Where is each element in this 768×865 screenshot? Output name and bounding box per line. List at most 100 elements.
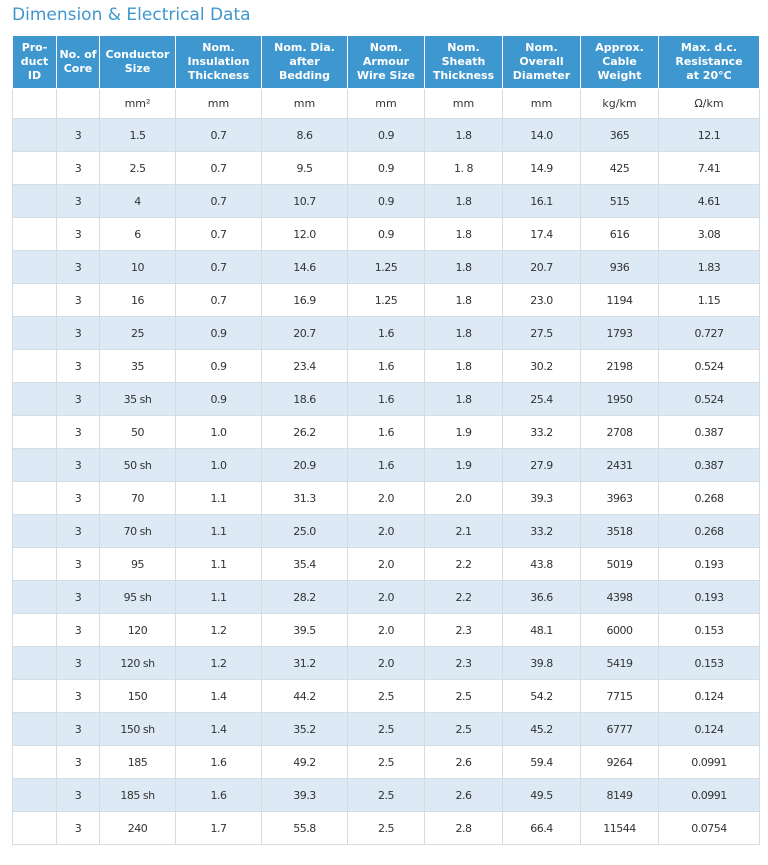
cell-dia-bedding: 10.7 xyxy=(261,184,348,218)
cell-dia-bedding: 20.9 xyxy=(261,448,348,482)
cell-insulation: 0.7 xyxy=(175,217,262,251)
unit-cell xyxy=(56,88,100,119)
header-sheath-thickness: Nom. Sheath Thickness xyxy=(424,35,503,89)
cell-dia-bedding: 39.3 xyxy=(261,778,348,812)
cell-dia-bedding: 31.2 xyxy=(261,646,348,680)
cell-overall-dia: 30.2 xyxy=(502,349,581,383)
cell-dia-bedding: 26.2 xyxy=(261,415,348,449)
table-row: 3 150 sh 1.4 35.2 2.5 2.5 45.2 6777 0.124 xyxy=(12,712,760,746)
cell-conductor-size: 185 xyxy=(99,745,176,779)
unit-cell: kg/km xyxy=(580,88,659,119)
cell-armour: 2.5 xyxy=(347,712,425,746)
cell-sheath: 1.9 xyxy=(424,415,503,449)
cell-resistance: 0.387 xyxy=(658,415,760,449)
cell-core: 3 xyxy=(56,679,100,713)
cell-conductor-size: 95 sh xyxy=(99,580,176,614)
header-cable-weight: Approx. Cable Weight xyxy=(580,35,659,89)
cell-armour: 0.9 xyxy=(347,151,425,185)
cell-dia-bedding: 16.9 xyxy=(261,283,348,317)
cell-armour: 2.0 xyxy=(347,547,425,581)
cell-weight: 425 xyxy=(580,151,659,185)
header-label: Approx. Cable Weight xyxy=(595,41,644,82)
cell-weight: 936 xyxy=(580,250,659,284)
cell-weight: 5019 xyxy=(580,547,659,581)
cell-resistance: 0.0754 xyxy=(658,811,760,845)
cell-insulation: 0.9 xyxy=(175,382,262,416)
cell-weight: 7715 xyxy=(580,679,659,713)
cell-dia-bedding: 12.0 xyxy=(261,217,348,251)
cell-conductor-size: 120 sh xyxy=(99,646,176,680)
cell-sheath: 1.8 xyxy=(424,184,503,218)
unit-cell: mm xyxy=(502,88,581,119)
cell-overall-dia: 49.5 xyxy=(502,778,581,812)
header-label: Nom. Insulation Thickness xyxy=(187,41,250,82)
cell-insulation: 0.7 xyxy=(175,283,262,317)
cell-overall-dia: 14.0 xyxy=(502,118,581,152)
cell-insulation: 1.6 xyxy=(175,778,262,812)
cell-dia-bedding: 31.3 xyxy=(261,481,348,515)
cell-overall-dia: 39.8 xyxy=(502,646,581,680)
cell-core: 3 xyxy=(56,580,100,614)
table-row: 3 120 sh 1.2 31.2 2.0 2.3 39.8 5419 0.153 xyxy=(12,646,760,680)
cell-armour: 0.9 xyxy=(347,217,425,251)
cell-resistance: 0.268 xyxy=(658,514,760,548)
cell-resistance: 0.124 xyxy=(658,679,760,713)
header-product-id: Pro-duct ID xyxy=(12,35,57,89)
cell-core: 3 xyxy=(56,283,100,317)
cell-dia-bedding: 35.2 xyxy=(261,712,348,746)
table-row: 3 185 sh 1.6 39.3 2.5 2.6 49.5 8149 0.0991 xyxy=(12,778,760,812)
cell-resistance: 4.61 xyxy=(658,184,760,218)
cell-dia-bedding: 28.2 xyxy=(261,580,348,614)
header-armour-wire-size: Nom. Armour Wire Size xyxy=(347,35,425,89)
cell-overall-dia: 48.1 xyxy=(502,613,581,647)
table-row: 3 185 1.6 49.2 2.5 2.6 59.4 9264 0.0991 xyxy=(12,745,760,779)
cell-dia-bedding: 20.7 xyxy=(261,316,348,350)
cell-armour: 2.0 xyxy=(347,646,425,680)
cell-dia-bedding: 14.6 xyxy=(261,250,348,284)
table-row: 3 35 0.9 23.4 1.6 1.8 30.2 2198 0.524 xyxy=(12,349,760,383)
cell-sheath: 2.6 xyxy=(424,778,503,812)
cell-overall-dia: 39.3 xyxy=(502,481,581,515)
cell-weight: 1950 xyxy=(580,382,659,416)
cell-resistance: 0.524 xyxy=(658,349,760,383)
cell-dia-bedding: 18.6 xyxy=(261,382,348,416)
cell-core: 3 xyxy=(56,415,100,449)
cell-conductor-size: 70 xyxy=(99,481,176,515)
cell-weight: 4398 xyxy=(580,580,659,614)
cell-overall-dia: 36.6 xyxy=(502,580,581,614)
cell-product-id xyxy=(12,382,57,416)
cell-insulation: 1.0 xyxy=(175,415,262,449)
cell-core: 3 xyxy=(56,778,100,812)
cell-core: 3 xyxy=(56,712,100,746)
cell-dia-bedding: 23.4 xyxy=(261,349,348,383)
cell-overall-dia: 59.4 xyxy=(502,745,581,779)
cell-armour: 1.6 xyxy=(347,415,425,449)
cell-weight: 8149 xyxy=(580,778,659,812)
cell-weight: 2708 xyxy=(580,415,659,449)
cell-core: 3 xyxy=(56,811,100,845)
cell-sheath: 2.2 xyxy=(424,547,503,581)
cell-dia-bedding: 39.5 xyxy=(261,613,348,647)
header-label: Max. d.c. Resistance at 20°C xyxy=(675,41,743,82)
cell-overall-dia: 27.9 xyxy=(502,448,581,482)
cell-overall-dia: 66.4 xyxy=(502,811,581,845)
cell-conductor-size: 10 xyxy=(99,250,176,284)
cell-resistance: 7.41 xyxy=(658,151,760,185)
cell-insulation: 1.2 xyxy=(175,646,262,680)
cell-weight: 515 xyxy=(580,184,659,218)
cell-insulation: 1.2 xyxy=(175,613,262,647)
cell-armour: 2.5 xyxy=(347,679,425,713)
cell-sheath: 2.2 xyxy=(424,580,503,614)
cell-overall-dia: 43.8 xyxy=(502,547,581,581)
cell-core: 3 xyxy=(56,745,100,779)
cell-overall-dia: 33.2 xyxy=(502,514,581,548)
cell-sheath: 2.3 xyxy=(424,646,503,680)
cell-product-id xyxy=(12,811,57,845)
cell-insulation: 1.1 xyxy=(175,514,262,548)
unit-cell: mm² xyxy=(99,88,176,119)
cell-overall-dia: 23.0 xyxy=(502,283,581,317)
cell-resistance: 0.153 xyxy=(658,646,760,680)
header-label: Nom. Overall Diameter xyxy=(512,41,571,82)
cell-product-id xyxy=(12,217,57,251)
cell-product-id xyxy=(12,712,57,746)
